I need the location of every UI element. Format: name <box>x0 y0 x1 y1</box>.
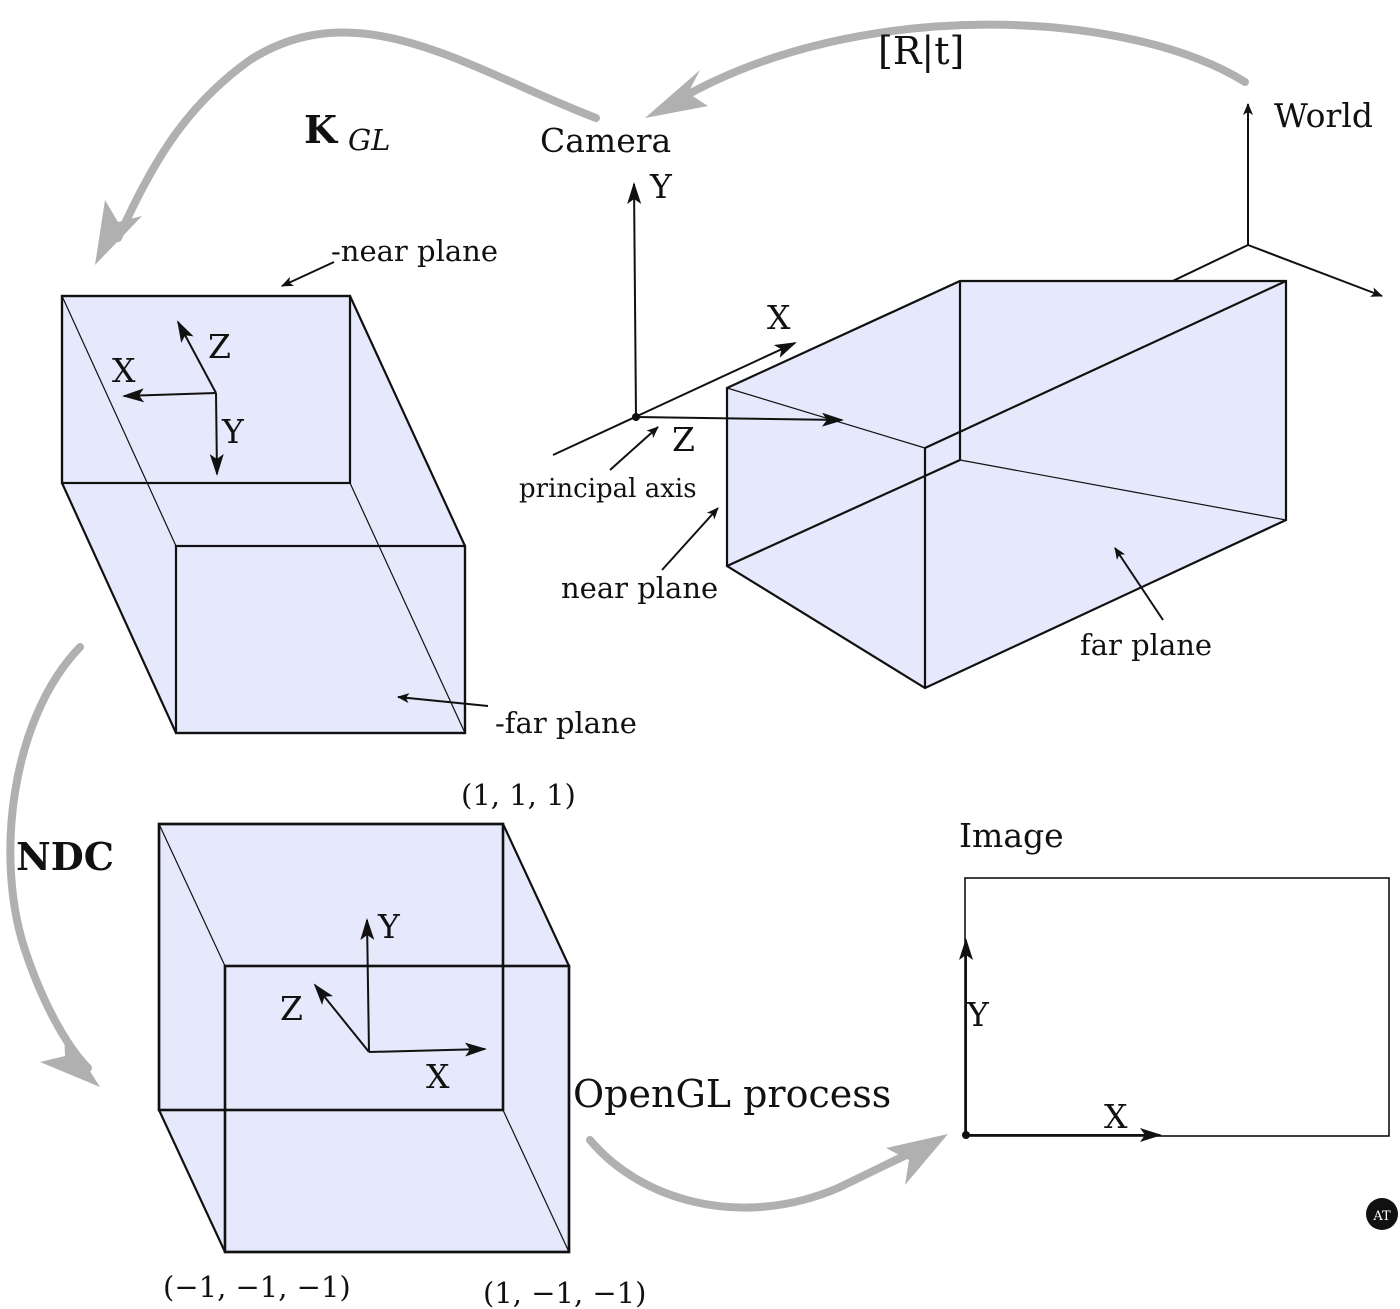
camera-x-label: X <box>767 298 791 337</box>
rt-text: [R|t] <box>878 29 964 73</box>
gl-edge <box>349 295 466 547</box>
ndc-x-label: X <box>426 1057 450 1096</box>
gl-y-label: Y <box>221 412 245 451</box>
ndc-edge <box>158 823 226 967</box>
image-frame <box>964 877 1390 1137</box>
author-logo: AT <box>1366 1198 1398 1230</box>
gl-far-pointer <box>397 693 489 707</box>
image-x-label: X <box>1104 1097 1128 1136</box>
rt-label: [R|t] <box>878 29 964 73</box>
gl-far-plane-label: -far plane <box>495 706 637 740</box>
kgl-main-text: K <box>304 107 339 152</box>
gl-view-volume: -near plane -far plane Z X Y <box>60 234 637 740</box>
ndc-edge <box>502 823 570 967</box>
ndc-z-label: Z <box>280 989 303 1028</box>
gl-z-label: Z <box>208 327 231 366</box>
flow-arrow-ndc-to-image <box>586 1136 926 1212</box>
flow-arrow-gl-to-ndc <box>6 643 92 1072</box>
ndc-corner-top-label: (1, 1, 1) <box>461 778 576 812</box>
principal-axis-label: principal axis <box>519 474 697 504</box>
near-plane-pointer <box>661 507 719 571</box>
camera-frustum-body <box>725 279 1288 690</box>
world-frame: World <box>1132 96 1383 301</box>
ndc-cube-body <box>157 822 571 1254</box>
ndc-corner-bottom-left-label: (−1, −1, −1) <box>163 1270 351 1304</box>
ndc-corner-bottom-right-label: (1, −1, −1) <box>483 1276 646 1309</box>
ndc-label: NDC <box>16 834 114 879</box>
camera-origin <box>632 413 640 421</box>
kgl-label: K GL <box>304 107 390 157</box>
camera-x-axis <box>552 342 797 456</box>
ndc-edge <box>502 1109 570 1253</box>
camera-z-axis <box>635 412 844 427</box>
camera-y-label: Y <box>649 167 673 206</box>
ndc-z-axis <box>313 983 370 1053</box>
flow-arrow-head <box>40 1030 100 1087</box>
near-plane-label: near plane <box>561 571 718 605</box>
gl-near-face <box>60 294 352 485</box>
ndc-cube: (1, 1, 1) (−1, −1, −1) (1, −1, −1) Y X Z <box>157 778 646 1309</box>
camera-label: Camera <box>540 121 671 160</box>
gl-far-face <box>174 544 467 735</box>
kgl-sub-text: GL <box>348 123 390 157</box>
flow-arrow-head <box>95 200 142 265</box>
principal-axis-pointer <box>609 426 659 471</box>
gl-edge <box>349 482 466 734</box>
camera-y-axis <box>627 182 642 418</box>
ndc-y-label: Y <box>377 907 401 946</box>
gl-x-label: X <box>112 351 136 390</box>
frustum-edge <box>726 458 961 568</box>
far-plane-label: far plane <box>1080 628 1212 662</box>
ndc-x-axis <box>368 1042 487 1057</box>
gl-edge <box>61 295 177 547</box>
frustum-edge <box>924 280 1287 449</box>
flow-arrows <box>6 20 1249 1212</box>
far-plane-pointer <box>1114 547 1164 621</box>
opengl-process-label: OpenGL process <box>573 1072 891 1116</box>
flow-arrow-head <box>886 1134 948 1185</box>
frustum-edge <box>959 459 1287 521</box>
flow-arrow-head <box>645 70 708 118</box>
camera-z-label: Z <box>672 420 695 459</box>
image-origin <box>962 1131 970 1139</box>
ndc-edge <box>158 1109 226 1253</box>
world-right-axis <box>1247 244 1383 297</box>
logo-badge <box>1366 1198 1398 1230</box>
image-y-label: Y <box>966 995 990 1034</box>
image-label: Image <box>959 816 1064 855</box>
image-plane: Image Y X <box>959 816 1390 1142</box>
gl-near-pointer <box>281 261 335 287</box>
ndc-y-axis <box>360 918 375 1053</box>
camera-frustum: Camera Y X Z principal axis near plane f… <box>519 121 1288 690</box>
logo-text: AT <box>1372 1209 1391 1224</box>
gl-y-axis <box>209 392 224 476</box>
gl-z-axis <box>177 320 217 394</box>
flow-arrow-camera-to-gl <box>114 28 600 242</box>
world-label: World <box>1274 96 1373 135</box>
flow-arrow-world-to-camera <box>674 20 1249 104</box>
gl-edge <box>61 482 177 734</box>
ndc-front-face <box>223 964 571 1254</box>
gl-near-plane-label: -near plane <box>331 234 498 268</box>
gl-x-axis <box>122 388 217 403</box>
